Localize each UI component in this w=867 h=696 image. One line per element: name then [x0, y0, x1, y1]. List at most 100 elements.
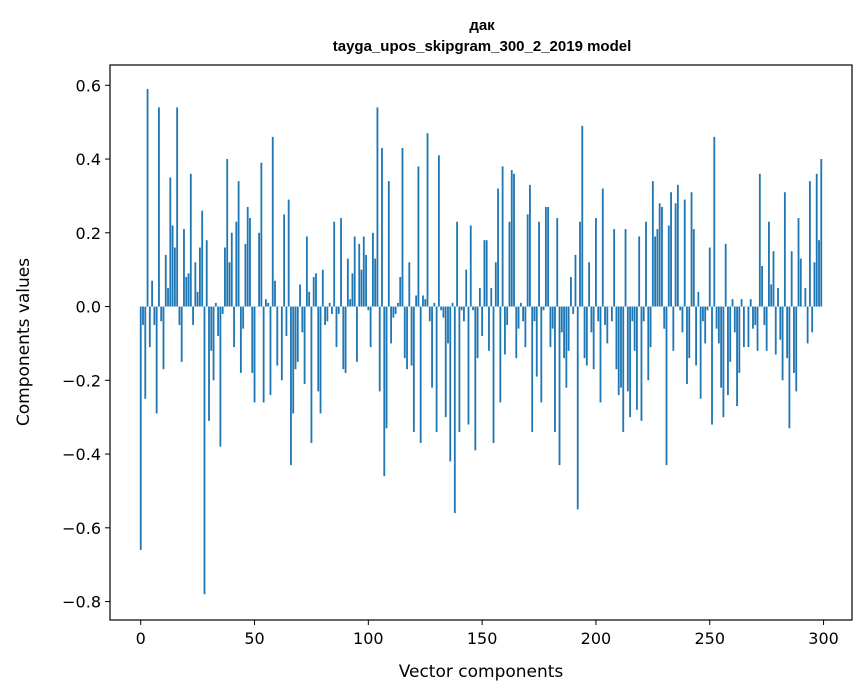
bar-223: [647, 306, 650, 381]
bar-245: [697, 291, 700, 307]
bar-299: [820, 159, 823, 307]
bar-265: [742, 306, 745, 348]
bar-180: [549, 306, 552, 348]
bar-267: [747, 306, 750, 348]
bar-167: [519, 302, 522, 307]
bar-46: [244, 243, 247, 307]
bar-233: [670, 192, 672, 307]
bar-279: [774, 306, 777, 355]
bar-174: [535, 306, 538, 377]
bar-49: [251, 306, 254, 373]
bar-113: [397, 302, 399, 307]
bar-204: [604, 306, 606, 325]
bar-13: [169, 177, 172, 307]
bar-58: [271, 136, 274, 307]
bar-81: [324, 306, 326, 325]
bar-283: [783, 192, 786, 307]
bar-228: [658, 203, 661, 307]
y-tick-label-5: −0.4: [62, 445, 101, 464]
bar-254: [717, 306, 720, 344]
bar-5: [151, 280, 154, 307]
bar-292: [804, 288, 807, 307]
bar-192: [576, 306, 579, 510]
x-tick-label-250: 250: [694, 629, 725, 648]
x-tick-label-200: 200: [581, 629, 612, 648]
bar-31: [210, 306, 213, 351]
x-tick-label-300: 300: [808, 629, 839, 648]
bar-195: [583, 306, 586, 359]
bar-277: [770, 284, 773, 307]
bar-39: [228, 262, 231, 307]
bar-141: [460, 306, 463, 311]
bar-238: [681, 306, 684, 333]
bar-142: [463, 306, 465, 322]
bar-242: [690, 192, 693, 307]
bar-156: [494, 262, 497, 307]
bar-244: [695, 306, 697, 366]
bar-71: [301, 306, 304, 333]
bar-135: [447, 306, 449, 344]
y-tick-label-0: 0.6: [76, 76, 101, 95]
bar-213: [624, 229, 627, 307]
bar-248: [704, 306, 707, 344]
bar-35: [219, 306, 222, 447]
bar-119: [410, 306, 413, 366]
bar-2: [144, 306, 147, 399]
bar-114: [399, 277, 402, 307]
bar-269: [752, 306, 754, 329]
bar-172: [531, 306, 534, 432]
bar-215: [629, 306, 631, 418]
bar-17: [178, 306, 181, 325]
bar-54: [262, 306, 265, 403]
bar-65: [287, 199, 290, 307]
bar-181: [551, 306, 554, 329]
bar-10: [162, 306, 165, 370]
bar-137: [451, 302, 454, 307]
bar-232: [667, 225, 670, 307]
bar-158: [499, 306, 502, 403]
bar-209: [615, 306, 618, 370]
bar-153: [488, 306, 490, 351]
chart-title: дак: [469, 17, 495, 34]
bar-201: [597, 306, 600, 322]
bar-175: [538, 221, 540, 307]
bar-143: [465, 269, 468, 307]
bar-146: [472, 306, 474, 311]
bar-237: [679, 306, 682, 311]
bar-42: [235, 221, 238, 307]
bar-149: [478, 288, 481, 307]
bar-173: [533, 306, 536, 322]
bar-83: [328, 302, 331, 307]
bar-103: [374, 258, 377, 307]
bar-287: [793, 306, 795, 373]
bar-188: [567, 306, 570, 351]
bar-151: [483, 240, 486, 307]
bar-235: [674, 203, 677, 307]
bar-111: [392, 306, 395, 318]
bar-80: [321, 269, 324, 307]
bar-124: [422, 295, 424, 307]
y-tick-label-6: −0.6: [62, 519, 101, 538]
plot-frame: [109, 64, 853, 621]
bar-163: [510, 170, 513, 307]
bar-89: [342, 306, 345, 370]
bar-40: [230, 232, 233, 307]
bar-15: [173, 247, 176, 307]
bar-77: [315, 273, 317, 307]
bar-110: [390, 306, 392, 344]
bar-18: [180, 306, 183, 362]
bar-199: [592, 306, 595, 370]
bar-100: [367, 306, 370, 311]
bar-160: [503, 306, 506, 355]
bar-125: [424, 299, 427, 307]
bar-243: [692, 229, 695, 307]
bar-6: [153, 306, 156, 325]
bar-27: [201, 210, 204, 307]
y-tick-label-7: −0.8: [62, 593, 101, 612]
bar-268: [749, 299, 752, 307]
bar-59: [274, 280, 276, 307]
x-tick-label-50: 50: [244, 629, 264, 648]
bar-164: [513, 173, 515, 307]
bar-117: [406, 306, 408, 370]
bar-198: [590, 306, 593, 333]
